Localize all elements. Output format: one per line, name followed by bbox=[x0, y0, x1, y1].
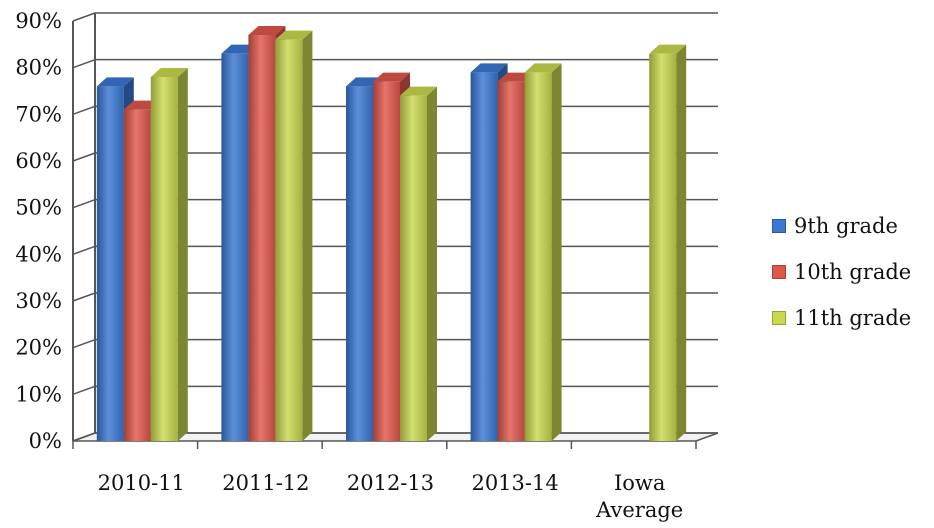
side-gridline bbox=[72, 12, 96, 22]
y-axis-ticks: 0% 10% 20% 30% 40% 50% 60% 70% 80% 90% bbox=[15, 9, 62, 453]
legend-label-11th-grade: 11th grade bbox=[794, 306, 912, 330]
side-gridline bbox=[72, 198, 96, 209]
y-tick-label: 80% bbox=[15, 56, 62, 80]
y-tick-label: 40% bbox=[15, 242, 62, 266]
y-tick-label: 70% bbox=[15, 102, 62, 126]
bars bbox=[96, 26, 687, 442]
side-gridline bbox=[72, 245, 96, 256]
x-category-label: 2010-11 bbox=[98, 471, 185, 495]
side-gridline bbox=[72, 105, 96, 116]
legend: 9th grade 10th grade 11th grade bbox=[772, 203, 911, 341]
x-category-label: 2011-12 bbox=[222, 471, 309, 495]
legend-item-9th-grade: 9th grade bbox=[772, 203, 911, 249]
legend-item-11th-grade: 11th grade bbox=[772, 295, 911, 341]
y-tick-label: 10% bbox=[15, 382, 62, 406]
x-category-label: Average bbox=[595, 498, 683, 522]
x-axis-categories: 2010-11 2011-12 2012-13 2013-14 Iowa Average bbox=[98, 471, 684, 522]
y-tick-label: 90% bbox=[15, 9, 62, 33]
legend-item-10th-grade: 10th grade bbox=[772, 249, 911, 295]
bar bbox=[275, 30, 313, 442]
y-tick-label: 60% bbox=[15, 149, 62, 173]
y-tick-label: 20% bbox=[15, 336, 62, 360]
side-gridline bbox=[72, 292, 96, 302]
legend-label-10th-grade: 10th grade bbox=[794, 260, 912, 284]
legend-label-9th-grade: 9th grade bbox=[794, 214, 898, 238]
side-gridline bbox=[72, 385, 96, 396]
y-tick-label: 30% bbox=[15, 289, 62, 313]
x-category-label: Iowa bbox=[614, 471, 665, 495]
y-tick-label: 0% bbox=[29, 429, 62, 453]
side-gridline bbox=[72, 432, 96, 442]
bar bbox=[400, 86, 437, 442]
legend-swatch-9th-grade bbox=[772, 219, 786, 233]
side-gridline bbox=[72, 152, 96, 162]
legend-swatch-10th-grade bbox=[772, 265, 786, 279]
y-tick-label: 50% bbox=[15, 196, 62, 220]
side-gridline bbox=[72, 58, 96, 69]
side-gridline bbox=[72, 338, 96, 349]
legend-swatch-11th-grade bbox=[772, 311, 786, 325]
x-category-label: 2013-14 bbox=[471, 471, 558, 495]
bar bbox=[649, 44, 687, 442]
bar bbox=[150, 68, 188, 441]
x-category-label: 2012-13 bbox=[347, 471, 434, 495]
bar bbox=[524, 63, 562, 441]
